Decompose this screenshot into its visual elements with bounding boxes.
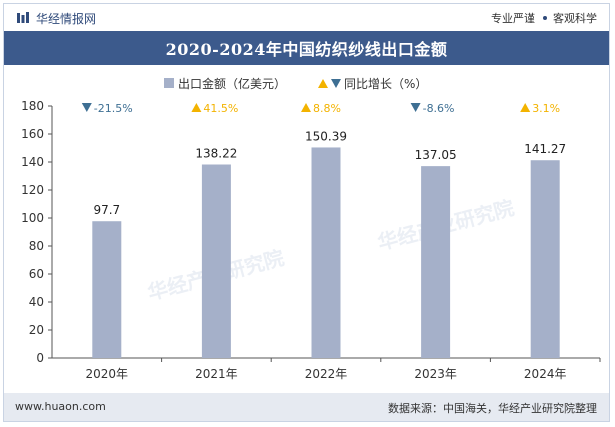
growth-label: 41.5%: [203, 102, 238, 115]
data-label: 141.27: [524, 142, 566, 156]
separator-dot-icon: [543, 16, 547, 20]
growth-up-icon: [520, 103, 531, 112]
chart-title: 2020-2024年中国纺织纱线出口金额: [165, 40, 448, 59]
legend-growth-label: 同比增长（%）: [344, 77, 427, 91]
y-tick-label: 40: [29, 295, 44, 309]
chart-frame: [3, 3, 610, 422]
x-tick-label: 2023年: [414, 367, 457, 381]
data-label: 138.22: [195, 146, 237, 160]
y-tick-label: 120: [21, 183, 44, 197]
y-tick-label: 140: [21, 155, 44, 169]
brand: 华经情报网: [16, 10, 96, 26]
title-bar: 2020-2024年中国纺织纱线出口金额: [4, 31, 609, 65]
legend-up-triangle-icon: [318, 79, 328, 88]
tagline-left: 专业严谨: [491, 12, 535, 25]
growth-label: 3.1%: [532, 102, 560, 115]
y-tick-label: 100: [21, 211, 44, 225]
legend: 出口金额（亿美元） 同比增长（%）: [164, 76, 427, 91]
bar: [421, 166, 451, 358]
legend-amount-swatch: [164, 78, 174, 88]
y-tick-label: 160: [21, 127, 44, 141]
x-tick-label: 2021年: [195, 367, 238, 381]
growth-label: -21.5%: [94, 102, 133, 115]
header-bar: 华经情报网 专业严谨 客观科学: [4, 4, 609, 30]
data-label: 150.39: [305, 129, 347, 143]
huajing-logo-icon: [17, 12, 29, 23]
tagline: 专业严谨 客观科学: [491, 10, 597, 26]
x-tick-label: 2022年: [305, 367, 348, 381]
y-tick-label: 180: [21, 99, 44, 113]
y-tick-label: 80: [29, 239, 44, 253]
bar: [311, 147, 341, 358]
x-tick-label: 2024年: [524, 367, 567, 381]
chart-svg: 华经产业研究院 华经产业研究院 出口金额（亿美元） 同比增长（%） 020406…: [21, 76, 601, 381]
data-label: 97.7: [93, 203, 120, 217]
brand-name: 华经情报网: [36, 11, 97, 26]
growth-up-icon: [301, 103, 311, 112]
legend-amount-label: 出口金额（亿美元）: [178, 76, 286, 91]
growth-label: -8.6%: [423, 102, 455, 115]
footer-website-link[interactable]: www.huaon.com: [15, 400, 106, 413]
footer-bar: www.huaon.com 数据来源：中国海关，华经产业研究院整理: [4, 393, 609, 421]
growth-up-icon: [191, 103, 202, 112]
bar: [530, 160, 560, 358]
growth-down-icon: [410, 103, 421, 112]
growth-down-icon: [81, 103, 92, 112]
footer-source: 数据来源：中国海关，华经产业研究院整理: [388, 402, 597, 415]
tagline-right: 客观科学: [553, 12, 597, 25]
legend-down-triangle-icon: [331, 79, 341, 88]
data-label: 137.05: [415, 148, 457, 162]
x-tick-label: 2020年: [86, 367, 129, 381]
bar: [92, 221, 122, 358]
growth-label: 8.8%: [313, 102, 341, 115]
y-tick-label: 60: [29, 267, 44, 281]
y-tick-label: 20: [29, 323, 44, 337]
y-tick-label: 0: [36, 351, 44, 365]
bar: [201, 164, 231, 358]
